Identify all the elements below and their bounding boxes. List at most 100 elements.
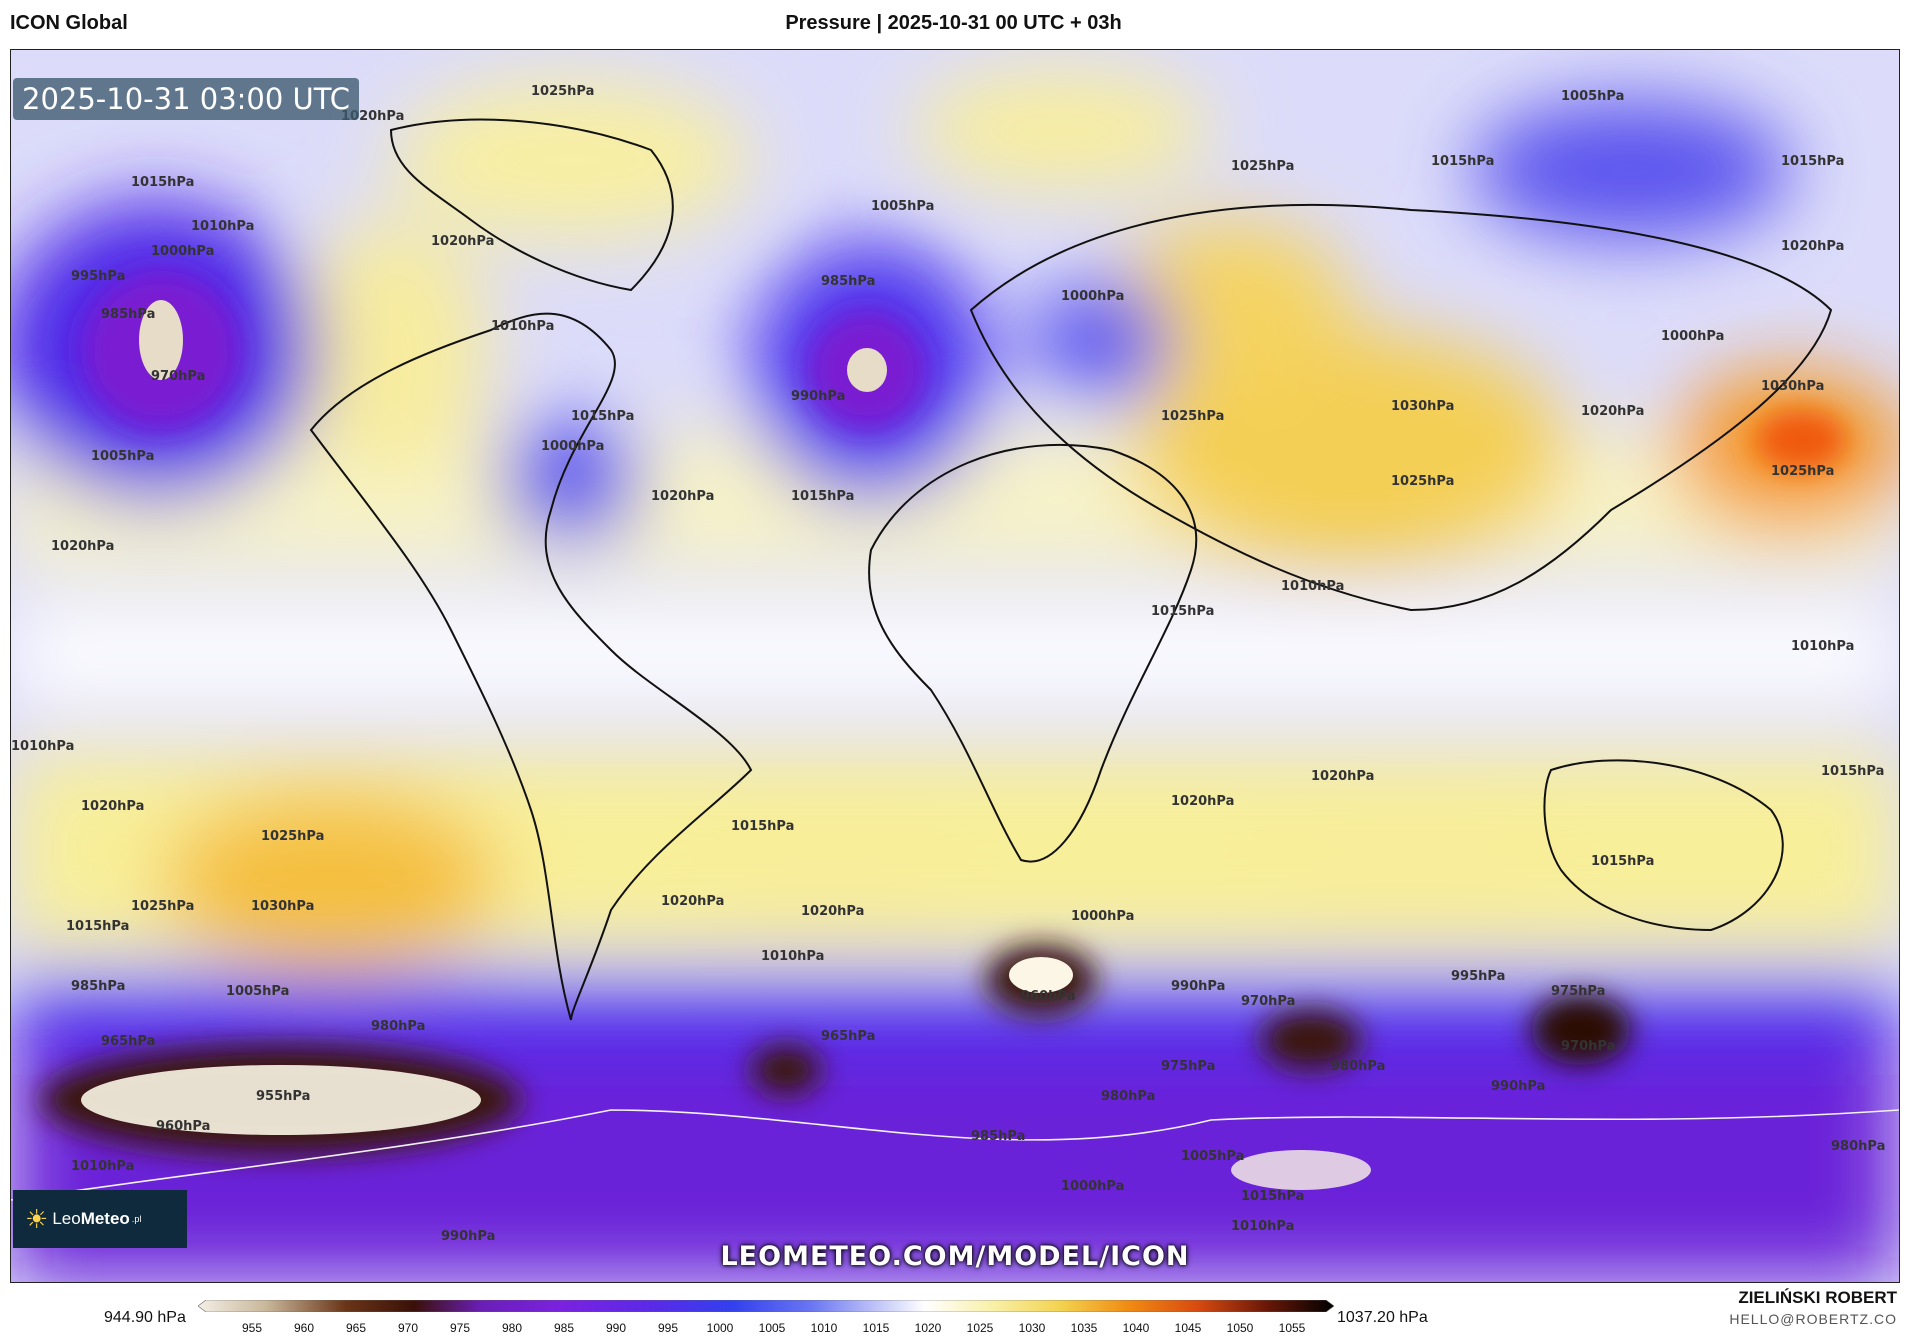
colorbar-tick: 970	[397, 1321, 419, 1335]
colorbar-tick: 1035	[1070, 1321, 1098, 1335]
isobar-label: 1015hPa	[1151, 604, 1214, 619]
isobar-label: 1010hPa	[191, 219, 254, 234]
isobar-label: 1025hPa	[1161, 409, 1224, 424]
isobar-label: 1000hPa	[1071, 909, 1134, 924]
isobar-label: 985hPa	[71, 979, 125, 994]
isobar-label: 990hPa	[791, 389, 845, 404]
isobar-label: 955hPa	[256, 1089, 310, 1104]
isobar-label: 1020hPa	[661, 894, 724, 909]
isobar-label: 980hPa	[1831, 1139, 1885, 1154]
colorbar-tick: 990	[605, 1321, 627, 1335]
isobar-label: 975hPa	[1161, 1059, 1215, 1074]
isobar-label: 1015hPa	[1591, 854, 1654, 869]
colorbar-tick: 1045	[1174, 1321, 1202, 1335]
isobar-label: 1005hPa	[1561, 89, 1624, 104]
colorbar-tick: 1010	[810, 1321, 838, 1335]
colorbar-min: 944.90 hPa	[104, 1309, 186, 1326]
isobar-label: 1000hPa	[1061, 1179, 1124, 1194]
isobar-label: 1020hPa	[81, 799, 144, 814]
isobar-label: 960hPa	[156, 1119, 210, 1134]
pressure-field: 1015hPa 1010hPa 1000hPa 995hPa 985hPa 97…	[11, 50, 1899, 1282]
site-url: LEOMETEO.COM/MODEL/ICON	[720, 1241, 1190, 1272]
isobar-label: 1010hPa	[761, 949, 824, 964]
isobar-label: 965hPa	[101, 1034, 155, 1049]
chart-title: Pressure | 2025-10-31 00 UTC + 03h	[785, 12, 1122, 34]
isobar-label: 985hPa	[101, 307, 155, 322]
colorbar-tick: 955	[241, 1321, 263, 1335]
colorbar-tick: 1020	[914, 1321, 942, 1335]
isobar-label: 1025hPa	[1771, 464, 1834, 479]
isobar-label: 1010hPa	[71, 1159, 134, 1174]
isobar-label: 1000hPa	[1661, 329, 1724, 344]
isobar-label: 1030hPa	[251, 899, 314, 914]
leometeo-logo: ☀ Leo Meteo .pl	[13, 1190, 187, 1248]
isobar-label: 1025hPa	[1391, 474, 1454, 489]
colorbar	[198, 1300, 1334, 1312]
isobar-label: 1030hPa	[1761, 379, 1824, 394]
coastlines	[309, 118, 1833, 1021]
colorbar-tick: 1025	[966, 1321, 994, 1335]
colorbar-tick: 1040	[1122, 1321, 1150, 1335]
isobar-label: 1020hPa	[51, 539, 114, 554]
author-credit: ZIELIŃSKI ROBERT	[1738, 1288, 1897, 1307]
isobar-label: 995hPa	[71, 269, 125, 284]
colorbar-tick: 1030	[1018, 1321, 1046, 1335]
colorbar-tick: 1000	[706, 1321, 734, 1335]
isobar-label: 1015hPa	[731, 819, 794, 834]
isobar-label: 1010hPa	[1281, 579, 1344, 594]
colorbar-tick: 995	[657, 1321, 679, 1335]
colorbar-tick: 1015	[862, 1321, 890, 1335]
isobar-label: 1020hPa	[1581, 404, 1644, 419]
isobar-label: 990hPa	[1491, 1079, 1545, 1094]
model-name: ICON Global	[10, 12, 128, 34]
isobar-label: 960hPa	[1021, 989, 1075, 1004]
isobar-label: 1005hPa	[1181, 1149, 1244, 1164]
isobar-label: 1015hPa	[791, 489, 854, 504]
isobar-label: 1015hPa	[571, 409, 634, 424]
isobar-label: 1005hPa	[91, 449, 154, 464]
logo-text-b: Meteo	[80, 1209, 130, 1228]
isobar-label: 1000hPa	[541, 439, 604, 454]
logo-suffix: .pl	[131, 1214, 142, 1224]
isobar-label: 970hPa	[1561, 1039, 1615, 1054]
author-email[interactable]: HELLO@ROBERTZ.CO	[1729, 1311, 1897, 1327]
pressure-map[interactable]: 1015hPa 1010hPa 1000hPa 995hPa 985hPa 97…	[10, 49, 1900, 1283]
isobar-label: 1025hPa	[131, 899, 194, 914]
isobar-label: 985hPa	[971, 1129, 1025, 1144]
colorbar-tick: 1055	[1278, 1321, 1306, 1335]
antarctica-coast	[11, 1109, 1899, 1201]
isobar-label: 1015hPa	[1431, 154, 1494, 169]
isobar-label: 1015hPa	[1241, 1189, 1304, 1204]
isobar-label: 1015hPa	[1821, 764, 1884, 779]
isobar-label: 990hPa	[441, 1229, 495, 1244]
isobar-label: 965hPa	[821, 1029, 875, 1044]
colorbar-tick: 980	[501, 1321, 523, 1335]
isobar-label: 1005hPa	[226, 984, 289, 999]
isobar-label: 1020hPa	[1781, 239, 1844, 254]
colorbar-tick: 975	[449, 1321, 471, 1335]
sun-icon: ☀	[25, 1203, 49, 1234]
isobar-label: 995hPa	[1451, 969, 1505, 984]
isobar-label: 1015hPa	[1781, 154, 1844, 169]
isobar-label: 1025hPa	[261, 829, 324, 844]
isobar-label: 1010hPa	[11, 739, 74, 754]
isobar-label: 1000hPa	[1061, 289, 1124, 304]
isobar-label: 980hPa	[371, 1019, 425, 1034]
isobar-label: 1025hPa	[1231, 159, 1294, 174]
isobar-label: 1015hPa	[131, 175, 194, 190]
isobar-label: 1010hPa	[1231, 1219, 1294, 1234]
isobar-label: 980hPa	[1101, 1089, 1155, 1104]
isobar-label: 985hPa	[821, 274, 875, 289]
colorbar-max: 1037.20 hPa	[1337, 1309, 1428, 1326]
isobar-label: 1000hPa	[151, 244, 214, 259]
colorbar-tick: 985	[553, 1321, 575, 1335]
isobar-label: 1005hPa	[871, 199, 934, 214]
valid-time-stamp: 2025-10-31 03:00 UTC	[13, 78, 360, 120]
colorbar-tick: 965	[345, 1321, 367, 1335]
colorbar-ticks: 955 960 965 970 975 980 985 990 995 1000 1005 1010 1…	[198, 1321, 1334, 1337]
isobar-label: 1020hPa	[1311, 769, 1374, 784]
isobar-labels: 1015hPa 1010hPa 1000hPa 995hPa 985hPa 97…	[11, 84, 1885, 1244]
colorbar-tick: 960	[293, 1321, 315, 1335]
isobar-label: 1015hPa	[66, 919, 129, 934]
isobar-label: 970hPa	[151, 369, 205, 384]
